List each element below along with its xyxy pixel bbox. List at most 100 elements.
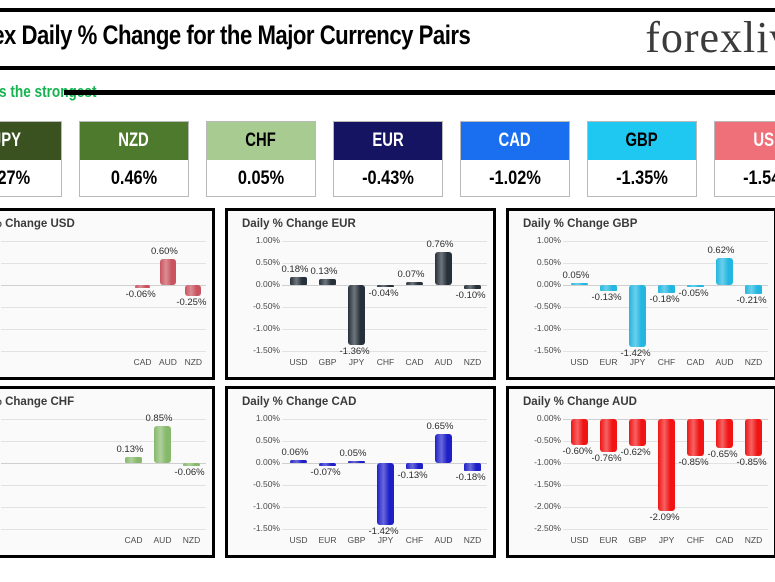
brand-logo: forexlive	[645, 13, 775, 62]
currency-card-chf[interactable]: CHF 0.05%	[206, 121, 316, 197]
chart-bar	[134, 285, 151, 288]
chart-bar	[289, 277, 308, 285]
chart-x-tick: JPY	[658, 535, 675, 545]
chart-bar	[463, 285, 482, 290]
chart-x-tick: AUD	[158, 357, 177, 367]
currency-rank-cards: JPY 1.27% NZD 0.46% CHF 0.05% EUR -0.43% CAD -1.0…	[0, 121, 775, 197]
chart-data-label: -0.60%	[562, 446, 593, 458]
chart-gridline	[1, 529, 206, 530]
chart-data-label: -0.13%	[591, 291, 622, 303]
currency-card-nzd[interactable]: NZD 0.46%	[79, 121, 189, 197]
chart-y-tick: 1.00%	[255, 235, 280, 245]
chart-gridline	[1, 485, 206, 486]
chart-y-tick: -1.50%	[253, 523, 280, 533]
currency-card-header: JPY	[0, 122, 61, 160]
chart-plot-area: Daily % Change CHF1.00%0.50%0.00%-0.50%-…	[0, 389, 212, 555]
chart-data-label: 0.05%	[562, 269, 590, 281]
chart-y-tick: 0.00%	[255, 457, 280, 467]
chart-gridline	[563, 307, 768, 308]
currency-card-header: CAD	[461, 122, 569, 160]
currency-change-value: -1.54%	[743, 167, 775, 189]
chart-bar	[434, 434, 453, 463]
chart-data-label: -0.07%	[310, 467, 341, 479]
currency-card-gbp[interactable]: GBP -1.35%	[587, 121, 697, 197]
chart-data-label: -1.42%	[368, 526, 399, 538]
chart-bar	[318, 279, 337, 285]
chart-data-label: -0.18%	[649, 293, 680, 305]
chart-y-tick: 0.00%	[536, 279, 561, 289]
currency-change-value: 0.46%	[110, 167, 158, 189]
chart-bar	[347, 460, 366, 463]
currency-code: GBP	[625, 130, 659, 151]
chart-data-label: -2.09%	[649, 511, 680, 523]
chart-x-tick: NZD	[463, 535, 482, 545]
currency-card-jpy[interactable]: JPY 1.27%	[0, 121, 62, 197]
chart-bar	[434, 251, 453, 285]
chart-gridline	[1, 307, 206, 308]
chart-x-tick: USD	[289, 535, 308, 545]
currency-code: CHF	[245, 130, 277, 151]
chart-title: Daily % Change CHF	[0, 396, 75, 408]
currency-card-usd[interactable]: USD -1.54%	[714, 121, 775, 197]
subtitle-rule	[64, 90, 775, 95]
chart-data-label: -0.06%	[174, 466, 205, 478]
chart-y-tick: -1.00%	[534, 457, 561, 467]
chart-bar	[744, 285, 763, 295]
chart-x-tick: CHF	[405, 535, 424, 545]
currency-card-cad[interactable]: CAD -1.02%	[460, 121, 570, 197]
chart-y-tick: -2.50%	[534, 523, 561, 533]
chart-gridline	[563, 241, 768, 242]
chart-x-tick: GBP	[628, 535, 647, 545]
chart-x-tick: NZD	[744, 357, 763, 367]
chart-y-tick: 0.50%	[255, 435, 280, 445]
chart-x-tick: CAD	[405, 357, 424, 367]
chart-gridline	[1, 351, 206, 352]
chart-data-label: -0.06%	[125, 288, 156, 300]
chart-x-tick: AUD	[153, 535, 172, 545]
chart-x-tick: JPY	[629, 357, 646, 367]
currency-card-header: NZD	[80, 122, 188, 160]
chart-x-tick: AUD	[434, 535, 453, 545]
chart-plot-area: Daily % Change USD1.00%0.50%0.00%-0.50%-…	[0, 211, 212, 377]
chart-y-tick: 0.00%	[536, 413, 561, 423]
chart-bar	[570, 282, 589, 285]
chart-gridline	[563, 263, 768, 264]
chart-y-tick: 0.50%	[536, 257, 561, 267]
chart-gridline	[282, 351, 487, 352]
chart-gridline	[282, 329, 487, 330]
chart-data-label: 0.62%	[707, 244, 735, 256]
chart-gridline	[1, 329, 206, 330]
chart-data-label: 0.06%	[281, 447, 309, 459]
chart-bar	[715, 257, 734, 285]
chart-plot-area: Daily % Change EUR 1.00% 0.50% 0.00% -0.50% -…	[228, 211, 493, 377]
chart-y-tick: 1.00%	[255, 413, 280, 423]
chart-x-tick: NZD	[744, 535, 763, 545]
chart-data-label: -0.25%	[176, 297, 207, 308]
chart-bar	[715, 419, 734, 448]
chart-panel-cad: Daily % Change CAD 1.00% 0.50% 0.00% -0.50% -…	[225, 386, 496, 558]
chart-data-label: -0.76%	[591, 453, 622, 465]
chart-bar	[657, 419, 676, 511]
chart-bar	[686, 285, 705, 288]
chart-bar	[599, 285, 618, 291]
chart-bar	[744, 419, 763, 457]
chart-bar	[182, 463, 201, 466]
chart-x-tick: CAD	[686, 357, 705, 367]
currency-code: JPY	[0, 130, 22, 151]
chart-panel-eur: Daily % Change EUR 1.00% 0.50% 0.00% -0.50% -…	[225, 208, 496, 380]
currency-card-eur[interactable]: EUR -0.43%	[333, 121, 443, 197]
currency-code: USD	[753, 130, 775, 151]
chart-y-tick: -1.00%	[253, 501, 280, 511]
chart-y-tick: -2.00%	[534, 501, 561, 511]
chart-gridline	[282, 241, 487, 242]
chart-x-tick: AUD	[715, 357, 734, 367]
currency-card-header: CHF	[207, 122, 315, 160]
chart-x-tick: EUR	[599, 535, 618, 545]
chart-bar	[657, 285, 676, 293]
currency-change-value: 0.05%	[237, 167, 285, 189]
chart-y-tick: 1.00%	[536, 235, 561, 245]
chart-title: Daily % Change AUD	[523, 396, 637, 408]
chart-x-tick: JPY	[348, 357, 365, 367]
chart-title: Daily % Change EUR	[242, 218, 356, 230]
chart-x-tick: USD	[570, 357, 589, 367]
